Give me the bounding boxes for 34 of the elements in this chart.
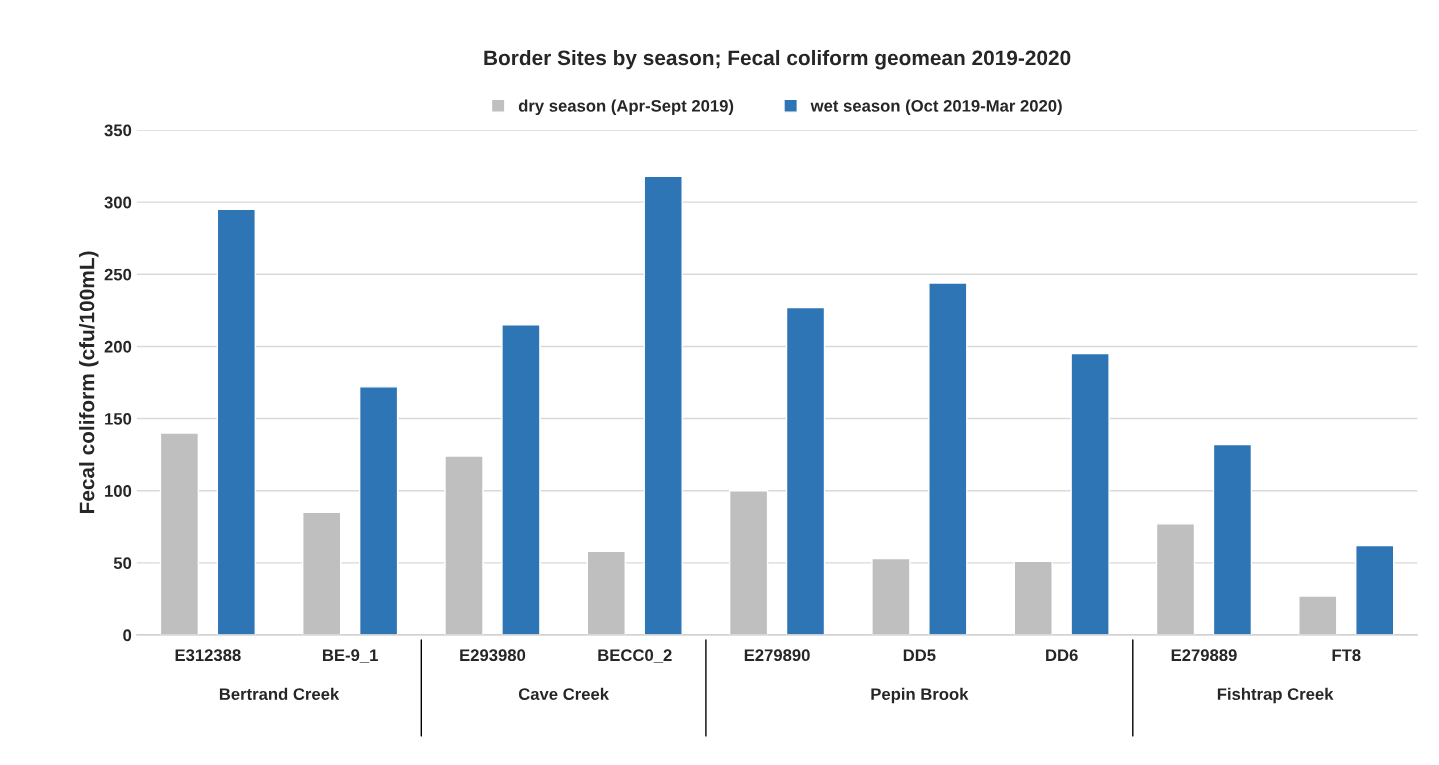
y-tick-label: 50 xyxy=(113,557,132,570)
x-tick-label: E312388 xyxy=(175,649,241,662)
y-tick-label: 0 xyxy=(123,629,132,642)
y-tick-label: 250 xyxy=(104,268,132,281)
text: Bertrand Creek xyxy=(219,687,340,701)
bar xyxy=(1070,352,1110,635)
x-tick-label: BECC0_2 xyxy=(598,649,672,663)
x-tick-label: FT8 xyxy=(1332,649,1361,662)
bar xyxy=(1212,443,1253,635)
bar xyxy=(785,306,826,635)
chart-title: Border Sites by season; Fecal coliform geomean 2019-2020 xyxy=(484,49,1071,70)
bar xyxy=(216,208,256,635)
y-tick-label: 100 xyxy=(105,485,132,497)
text: Cave Creek xyxy=(518,687,610,701)
x-tick-label: DD6 xyxy=(1046,649,1078,662)
bar xyxy=(643,175,683,635)
y-tick-label: 300 xyxy=(104,196,132,209)
y-tick-label: 150 xyxy=(105,412,132,425)
x-tick-label: DD5 xyxy=(903,649,936,662)
x-tick-label: E293980 xyxy=(460,649,526,662)
x-tick-label: E279889 xyxy=(1171,649,1237,662)
text: Fishtrap Creek xyxy=(1217,687,1334,704)
bar xyxy=(358,386,399,635)
y-tick-label: 200 xyxy=(104,340,132,353)
legend-label: dry season (Apr-Sept 2019) xyxy=(518,99,734,116)
x-tick-label: BE-9_1 xyxy=(323,649,378,663)
legend-label: wet season (Oct 2019-Mar 2020) xyxy=(810,99,1062,116)
x-tick-label: E279890 xyxy=(744,649,810,662)
y-axis-title: Fecal coliform (cfu/100mL) xyxy=(79,251,99,514)
bar xyxy=(501,324,541,635)
bar xyxy=(928,282,968,635)
y-tick-label: 350 xyxy=(104,124,132,137)
bar xyxy=(1355,544,1395,635)
text: Pepin Brook xyxy=(871,687,969,704)
